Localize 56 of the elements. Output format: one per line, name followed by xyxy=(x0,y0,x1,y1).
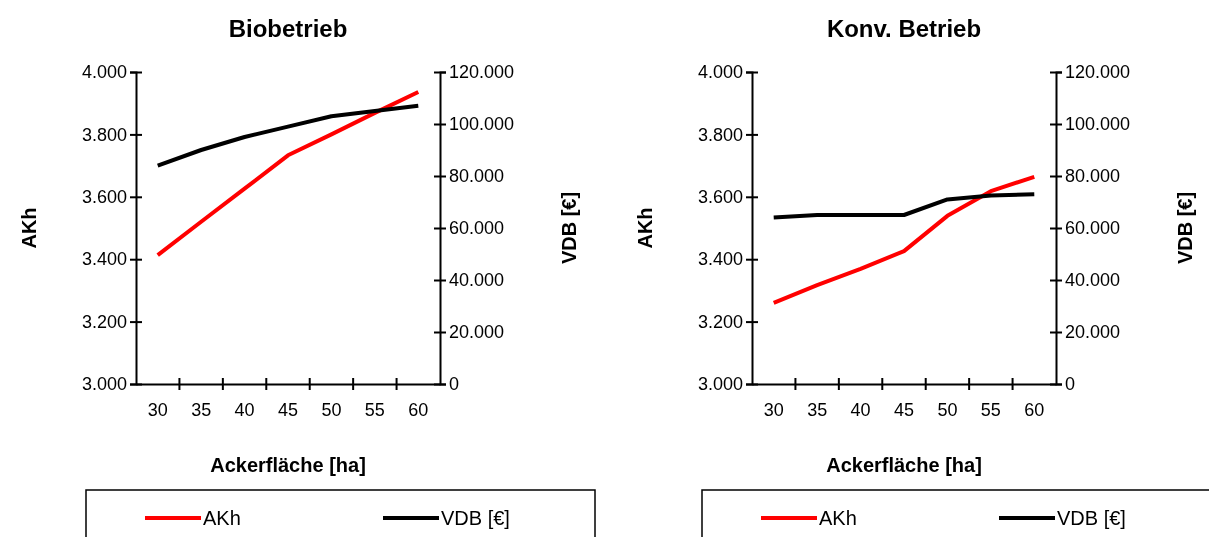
y2-tick-label: 20.000 xyxy=(1065,322,1121,343)
line-series xyxy=(155,89,421,258)
y-tick-label: 3.200 xyxy=(81,311,127,332)
x-tick-label: 40 xyxy=(234,399,255,420)
x-tick-label: 35 xyxy=(807,399,828,420)
y-tick-label: 3.800 xyxy=(81,124,127,145)
line-series xyxy=(771,192,1037,220)
x-tick-label: 55 xyxy=(364,399,385,420)
x-tick-label: 50 xyxy=(937,399,958,420)
y-tick-label: 3.400 xyxy=(81,249,127,270)
chart-title: Konv. Betrieb xyxy=(826,15,982,42)
y-tick-label: 4.000 xyxy=(81,62,127,83)
y-axis-title: AKh xyxy=(18,207,40,249)
y2-axis-title: VDB [€] xyxy=(1174,191,1196,265)
y2-tick-label: 0 xyxy=(449,374,460,395)
legend-label: VDB [€] xyxy=(441,507,510,529)
y2-tick-label: 40.000 xyxy=(1065,270,1121,291)
x-tick-label: 50 xyxy=(321,399,342,420)
chart-title: Biobetrieb xyxy=(228,15,348,42)
y-tick-label: 3.600 xyxy=(697,187,743,208)
legend-label: AKh xyxy=(819,507,857,529)
y2-tick-label: 60.000 xyxy=(1065,218,1121,239)
x-tick-label: 45 xyxy=(893,399,915,420)
x-tick-label: 60 xyxy=(408,399,429,420)
x-tick-label: 30 xyxy=(147,399,168,420)
y-tick-label: 3.000 xyxy=(697,374,743,395)
x-axis-title: Ackerfläche [ha] xyxy=(826,454,982,476)
y2-tick-label: 40.000 xyxy=(449,270,505,291)
y2-tick-label: 80.000 xyxy=(449,166,505,187)
y2-tick-label: 120.000 xyxy=(1065,62,1131,83)
y2-tick-label: 0 xyxy=(1065,374,1076,395)
y2-tick-label: 80.000 xyxy=(1065,166,1121,187)
x-tick-label: 30 xyxy=(763,399,784,420)
y-tick-label: 3.600 xyxy=(81,187,127,208)
legend-label: VDB [€] xyxy=(1057,507,1126,529)
y-tick-label: 3.800 xyxy=(697,124,743,145)
y2-tick-label: 100.000 xyxy=(1065,114,1131,135)
y-tick-label: 3.000 xyxy=(81,374,127,395)
y-tick-label: 3.200 xyxy=(697,311,743,332)
y-axis-title: AKh xyxy=(634,207,656,249)
y-tick-label: 4.000 xyxy=(697,62,743,83)
x-tick-label: 40 xyxy=(850,399,871,420)
line-series xyxy=(155,103,421,168)
x-tick-label: 35 xyxy=(191,399,212,420)
y2-tick-label: 60.000 xyxy=(449,218,505,239)
legend-label: AKh xyxy=(203,507,241,529)
y2-tick-label: 20.000 xyxy=(449,322,505,343)
y2-tick-label: 100.000 xyxy=(449,114,515,135)
x-axis-title: Ackerfläche [ha] xyxy=(210,454,366,476)
x-tick-label: 45 xyxy=(277,399,299,420)
x-tick-label: 60 xyxy=(1024,399,1045,420)
x-tick-label: 55 xyxy=(980,399,1001,420)
y-tick-label: 3.400 xyxy=(697,249,743,270)
y2-tick-label: 120.000 xyxy=(449,62,515,83)
y2-axis-title: VDB [€] xyxy=(558,191,580,265)
line-series xyxy=(771,174,1037,305)
